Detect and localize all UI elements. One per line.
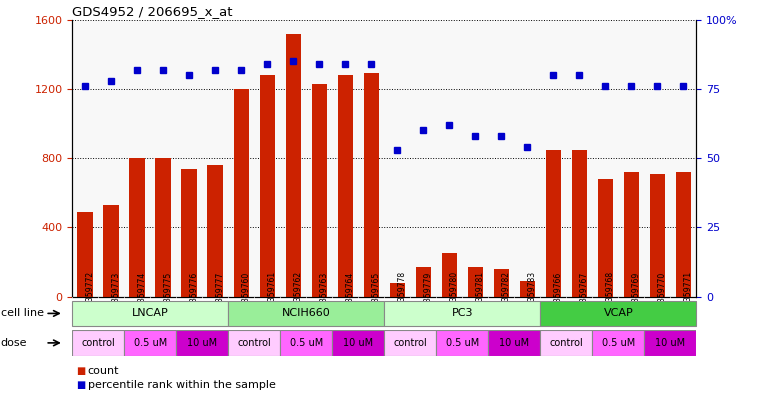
Text: 10 uM: 10 uM [187,338,218,348]
Text: control: control [549,338,583,348]
Text: 10 uM: 10 uM [655,338,686,348]
Text: percentile rank within the sample: percentile rank within the sample [88,380,275,390]
Text: GSM1359782: GSM1359782 [501,272,511,322]
Text: GSM1359761: GSM1359761 [267,271,276,323]
Bar [467,267,483,297]
Bar [208,165,223,297]
Bar [597,179,613,297]
Bar [285,33,301,297]
Bar [72,301,228,326]
Bar [155,158,171,297]
Bar [441,253,457,297]
Text: GSM1359765: GSM1359765 [371,271,380,323]
Bar [546,149,561,297]
Text: ■: ■ [76,366,85,376]
Bar [234,89,249,297]
Bar [182,169,197,297]
Text: PC3: PC3 [451,309,473,318]
Text: control: control [81,338,115,348]
Bar [650,174,665,297]
Text: 0.5 uM: 0.5 uM [602,338,635,348]
Bar [124,330,177,356]
Bar [129,158,145,297]
Bar [72,330,124,356]
Bar [384,330,436,356]
Text: GSM1359775: GSM1359775 [164,271,172,323]
Bar [520,281,535,297]
Text: NCIH660: NCIH660 [282,309,331,318]
Text: GDS4952 / 206695_x_at: GDS4952 / 206695_x_at [72,6,233,18]
Bar [436,330,489,356]
Text: 10 uM: 10 uM [499,338,530,348]
Bar [177,330,228,356]
Bar [494,269,509,297]
Text: VCAP: VCAP [603,309,633,318]
Text: GSM1359763: GSM1359763 [320,271,328,323]
Text: GSM1359777: GSM1359777 [215,271,224,323]
Bar [390,283,405,297]
Text: GSM1359780: GSM1359780 [449,271,458,323]
Text: GSM1359770: GSM1359770 [658,271,667,323]
Bar [311,84,327,297]
Text: control: control [237,338,271,348]
Bar [540,301,696,326]
Text: GSM1359762: GSM1359762 [293,271,302,323]
Bar [260,75,275,297]
Bar [103,205,119,297]
Bar [228,330,280,356]
Bar [384,301,540,326]
Text: GSM1359779: GSM1359779 [423,271,432,323]
Bar [489,330,540,356]
Text: GSM1359773: GSM1359773 [111,271,120,323]
Text: 0.5 uM: 0.5 uM [134,338,167,348]
Bar [364,73,379,297]
Text: ■: ■ [76,380,85,390]
Text: 10 uM: 10 uM [343,338,374,348]
Text: control: control [393,338,427,348]
Text: count: count [88,366,119,376]
Text: GSM1359778: GSM1359778 [397,271,406,323]
Text: GSM1359771: GSM1359771 [683,271,693,323]
Text: GSM1359774: GSM1359774 [137,271,146,323]
Text: GSM1359768: GSM1359768 [605,271,614,323]
Text: GSM1359776: GSM1359776 [189,271,199,323]
Text: GSM1359767: GSM1359767 [579,271,588,323]
Text: GSM1359766: GSM1359766 [553,271,562,323]
Text: dose: dose [1,338,27,348]
Bar [623,172,639,297]
Bar [416,267,431,297]
Bar [333,330,384,356]
Bar [338,75,353,297]
Bar [280,330,333,356]
Text: 0.5 uM: 0.5 uM [290,338,323,348]
Text: GSM1359781: GSM1359781 [476,272,484,322]
Text: GSM1359760: GSM1359760 [241,271,250,323]
Bar [572,149,587,297]
Text: GSM1359769: GSM1359769 [632,271,640,323]
Text: cell line: cell line [1,309,44,318]
Bar [78,212,93,297]
Text: GSM1359764: GSM1359764 [345,271,355,323]
Text: LNCAP: LNCAP [132,309,169,318]
Text: GSM1359783: GSM1359783 [527,271,537,323]
Text: GSM1359772: GSM1359772 [85,271,94,323]
Bar [592,330,645,356]
Text: 0.5 uM: 0.5 uM [446,338,479,348]
Bar [228,301,384,326]
Bar [540,330,592,356]
Bar [676,172,691,297]
Bar [645,330,696,356]
